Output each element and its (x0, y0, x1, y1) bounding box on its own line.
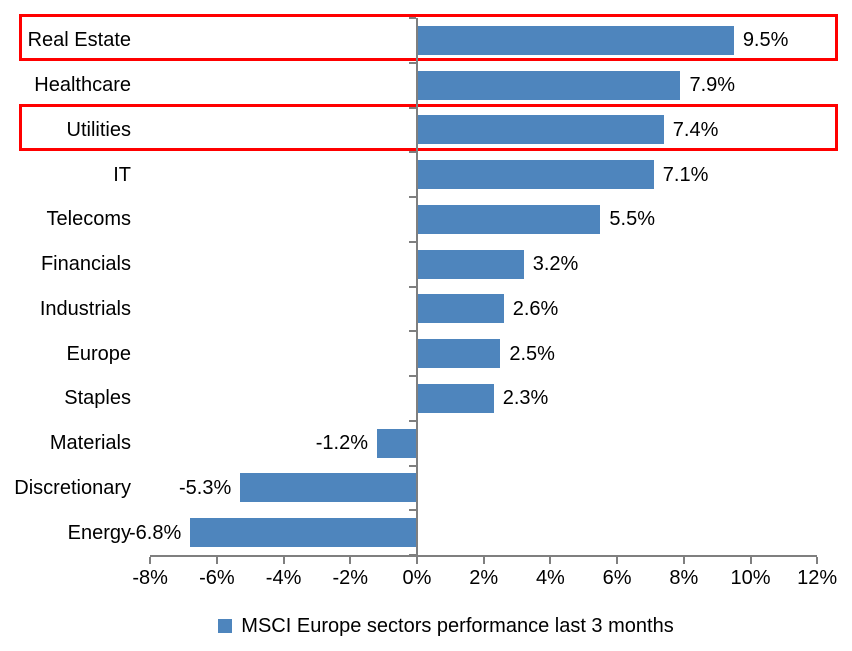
x-tick (816, 557, 819, 564)
category-label: Utilities (66, 118, 131, 141)
legend-series-marker-icon (218, 619, 233, 633)
value-label: 7.1% (662, 163, 709, 186)
x-tick (482, 557, 485, 564)
value-label: 2.5% (509, 342, 555, 365)
x-tick-label: 0% (402, 567, 432, 589)
bar-telecoms (417, 204, 601, 234)
bar-materials (376, 428, 417, 458)
x-tick-label: 8% (669, 567, 699, 589)
bar-staples (417, 383, 494, 413)
y-tick (409, 151, 416, 154)
x-tick-label: -8% (132, 567, 168, 589)
y-tick (409, 106, 416, 109)
bar-discretionary (240, 473, 417, 503)
y-tick (409, 61, 416, 64)
value-label: 2.6% (512, 297, 559, 320)
category-label: Energy (67, 521, 131, 544)
x-tick (549, 557, 552, 564)
y-tick (409, 285, 416, 288)
bar-energy (190, 518, 417, 548)
category-label: Staples (64, 387, 131, 410)
bar-financials (417, 249, 524, 279)
x-tick (682, 557, 685, 564)
bar-it (417, 160, 654, 190)
x-tick (349, 557, 352, 564)
highlight-box-real-estate (19, 14, 838, 61)
y-tick (409, 330, 416, 333)
value-label: 3.2% (532, 253, 579, 276)
bar-industrials (417, 294, 504, 324)
category-label: Financials (40, 253, 131, 276)
highlight-box-utilities (19, 103, 838, 151)
value-label: 5.5% (609, 208, 656, 231)
y-tick (409, 17, 416, 19)
category-label: Healthcare (34, 74, 131, 97)
x-tick (149, 557, 152, 564)
x-tick (215, 557, 218, 564)
value-label: 7.9% (689, 74, 736, 97)
x-axis-line (150, 555, 818, 557)
legend: MSCI Europe sectors performance last 3 m… (40, 612, 852, 640)
bar-real-estate (417, 25, 734, 55)
category-label: Materials (49, 432, 131, 455)
bar-utilities (417, 115, 664, 145)
value-label: 2.3% (502, 387, 549, 410)
value-label: 9.5% (742, 29, 789, 52)
x-tick-label: -4% (265, 567, 302, 589)
y-tick (409, 419, 416, 422)
value-label: -6.8% (128, 521, 182, 544)
category-label: IT (113, 163, 131, 186)
x-tick-label: 2% (469, 567, 499, 589)
x-tick-label: 6% (602, 567, 632, 589)
x-tick-label: 4% (535, 567, 565, 589)
value-label: -1.2% (315, 432, 368, 455)
x-tick (416, 557, 418, 564)
y-tick (409, 196, 416, 198)
y-tick (409, 240, 416, 243)
x-tick-label: 10% (730, 567, 771, 589)
x-tick (749, 557, 752, 564)
y-axis-line (416, 18, 418, 557)
bar-europe (417, 339, 501, 369)
x-tick-label: -2% (332, 567, 369, 589)
category-label: Real Estate (27, 29, 131, 52)
x-tick-label: 12% (797, 567, 838, 589)
category-label: Europe (66, 342, 132, 365)
category-label: Discretionary (14, 476, 131, 499)
value-label: -5.3% (179, 476, 232, 499)
y-tick (409, 464, 416, 467)
value-label: 7.4% (672, 118, 719, 141)
category-label: Telecoms (46, 208, 131, 231)
legend-label: MSCI Europe sectors performance last 3 m… (241, 614, 674, 637)
x-tick (616, 557, 619, 564)
x-tick-label: -6% (199, 567, 235, 589)
category-label: Industrials (39, 297, 131, 320)
y-tick (409, 509, 416, 512)
x-tick (282, 557, 285, 564)
bar-healthcare (417, 70, 681, 100)
y-tick (409, 375, 416, 377)
y-tick (409, 554, 416, 556)
